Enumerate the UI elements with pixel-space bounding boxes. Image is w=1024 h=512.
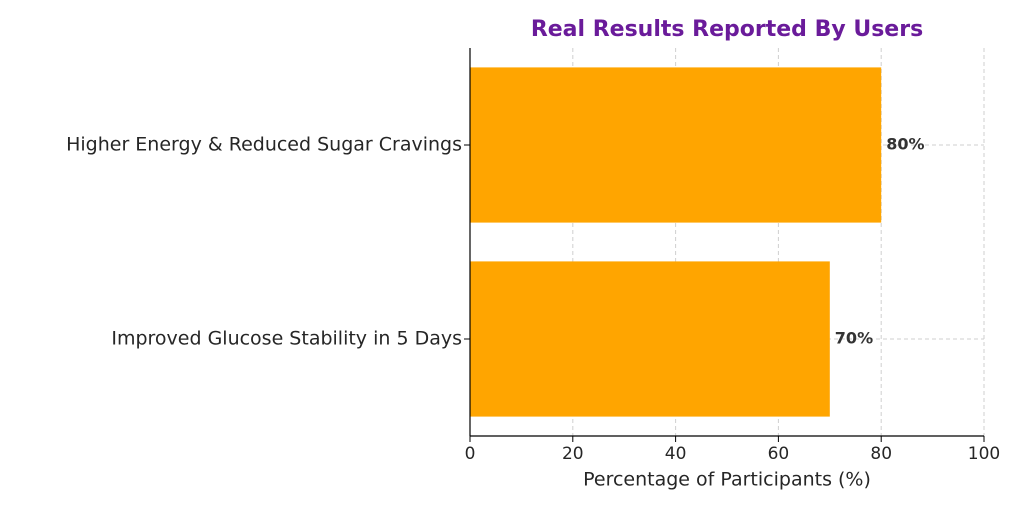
x-axis-label: Percentage of Participants (%) <box>583 469 871 491</box>
x-tick-label: 80 <box>870 444 892 464</box>
x-tick-label: 40 <box>665 444 687 464</box>
x-tick-label: 20 <box>562 444 584 464</box>
bar <box>470 261 830 417</box>
x-tick-label: 100 <box>968 444 1000 464</box>
y-tick-label: Improved Glucose Stability in 5 Days <box>111 328 462 350</box>
x-tick-label: 60 <box>768 444 790 464</box>
chart-title: Real Results Reported By Users <box>531 17 923 42</box>
value-label: 70% <box>835 329 873 348</box>
y-tick-label: Higher Energy & Reduced Sugar Cravings <box>66 134 462 156</box>
bar <box>470 67 882 223</box>
x-tick-label: 0 <box>465 444 476 464</box>
value-label: 80% <box>886 135 924 154</box>
